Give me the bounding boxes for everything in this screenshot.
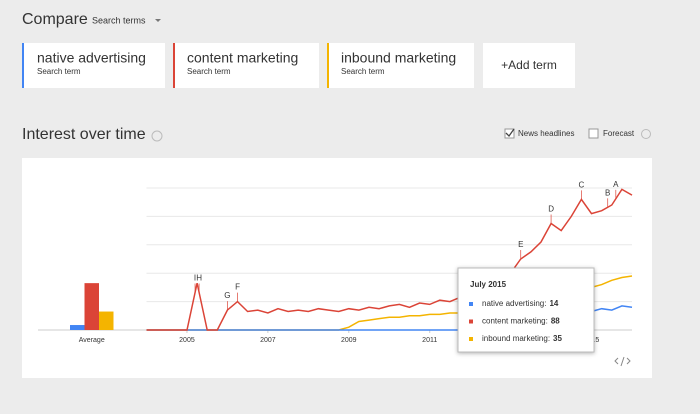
annotation-label: F xyxy=(235,283,240,292)
x-tick-label: 2009 xyxy=(341,337,357,344)
page-title: Compare xyxy=(22,11,88,28)
dropdown-arrow xyxy=(155,19,161,22)
option-label[interactable]: Forecast xyxy=(603,129,635,138)
x-tick-label: 2007 xyxy=(260,337,276,344)
checkbox-checked[interactable] xyxy=(504,128,515,139)
x-tick-label: 2005 xyxy=(179,337,195,344)
term-card[interactable]: native advertising Search term xyxy=(22,43,165,88)
term-sublabel: Search term xyxy=(187,67,231,76)
tooltip-label: inbound marketing: xyxy=(482,334,550,343)
tooltip-box xyxy=(457,267,595,353)
embed-icon[interactable] xyxy=(614,356,631,367)
annotation-label: E xyxy=(518,240,523,249)
annotation-label: D xyxy=(548,205,554,214)
tooltip-label: native advertising: xyxy=(482,299,546,308)
tooltip-swatch xyxy=(469,319,473,324)
add-term-label[interactable]: +Add term xyxy=(501,58,557,72)
annotation-label: B xyxy=(605,188,610,197)
section-title: Interest over time xyxy=(22,126,146,143)
term-name: content marketing xyxy=(187,50,298,66)
term-name: inbound marketing xyxy=(341,50,456,66)
term-name: native advertising xyxy=(37,50,146,66)
average-label: Average xyxy=(79,337,105,344)
average-bar xyxy=(84,283,99,330)
card-accent xyxy=(173,43,175,88)
card-accent xyxy=(22,43,24,88)
help-icon[interactable] xyxy=(641,129,651,139)
search-terms-menu[interactable]: Search terms xyxy=(92,15,146,25)
tooltip-value: 14 xyxy=(549,299,558,308)
term-sublabel: Search term xyxy=(341,67,385,76)
checkbox[interactable] xyxy=(588,128,599,139)
checkmark xyxy=(505,128,515,138)
annotation-label: A xyxy=(613,180,619,189)
card xyxy=(173,43,319,88)
option-label[interactable]: News headlines xyxy=(518,129,574,138)
average-bar xyxy=(70,325,85,330)
average-bar xyxy=(99,311,114,330)
x-tick-label: 2011 xyxy=(422,337,437,344)
annotation-label: G xyxy=(224,291,230,300)
tooltip-swatch xyxy=(469,337,473,341)
tooltip-title: July 2015 xyxy=(470,280,507,289)
add-term[interactable]: +Add term xyxy=(483,43,575,88)
tooltip-value: 88 xyxy=(551,317,560,326)
card-accent xyxy=(327,43,329,88)
annotation-label: I xyxy=(194,274,196,283)
card xyxy=(327,43,474,88)
help-icon[interactable] xyxy=(151,130,163,142)
tooltip-value: 35 xyxy=(553,334,562,343)
annotation-label: H xyxy=(196,274,202,283)
term-card[interactable]: inbound marketing Search term xyxy=(327,43,474,88)
card xyxy=(22,43,165,88)
term-sublabel: Search term xyxy=(37,67,81,76)
annotation-label: C xyxy=(579,180,585,189)
card xyxy=(483,43,575,88)
tooltip-label: content marketing: xyxy=(482,317,548,326)
tooltip-swatch xyxy=(469,302,473,306)
term-card[interactable]: content marketing Search term xyxy=(173,43,319,88)
